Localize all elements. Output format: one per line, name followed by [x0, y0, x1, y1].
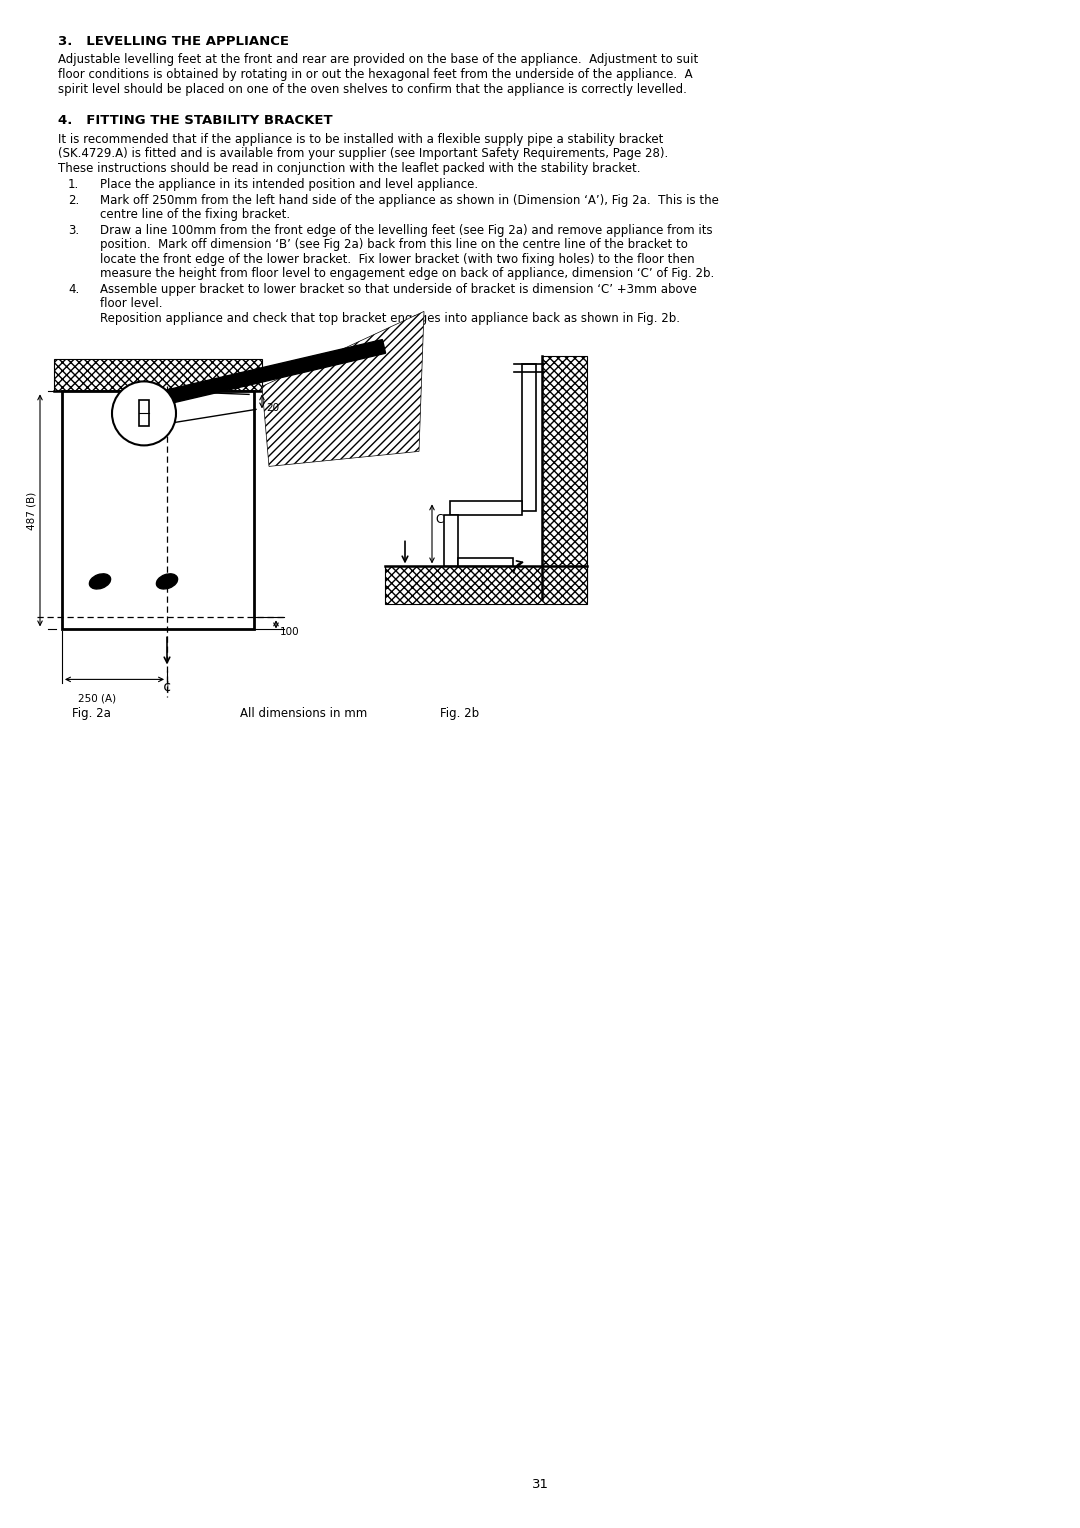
- Text: floor level.: floor level.: [100, 298, 162, 310]
- Text: These instructions should be read in conjunction with the leaflet packed with th: These instructions should be read in con…: [58, 162, 640, 174]
- Polygon shape: [156, 339, 386, 406]
- Text: 1.: 1.: [68, 179, 79, 191]
- Text: 20: 20: [266, 403, 279, 414]
- Text: 4.   FITTING THE STABILITY BRACKET: 4. FITTING THE STABILITY BRACKET: [58, 115, 333, 127]
- Text: Fig. 2a: Fig. 2a: [72, 707, 111, 720]
- Text: (SK.4729.A) is fitted and is available from your supplier (see Important Safety : (SK.4729.A) is fitted and is available f…: [58, 147, 669, 160]
- Bar: [444, 515, 458, 567]
- Text: 4.: 4.: [68, 283, 79, 296]
- Bar: [62, 391, 254, 630]
- Bar: [384, 567, 588, 605]
- Polygon shape: [262, 312, 424, 466]
- Circle shape: [112, 382, 176, 445]
- Text: locate the front edge of the lower bracket.  Fix lower bracket (with two fixing : locate the front edge of the lower brack…: [100, 254, 694, 266]
- Ellipse shape: [157, 575, 177, 588]
- Text: 3.: 3.: [68, 225, 79, 237]
- Bar: [522, 364, 536, 512]
- Ellipse shape: [90, 575, 110, 588]
- Text: position.  Mark off dimension ‘B’ (see Fig 2a) back from this line on the centre: position. Mark off dimension ‘B’ (see Fi…: [100, 238, 688, 252]
- Text: All dimensions in mm: All dimensions in mm: [240, 707, 367, 720]
- Bar: [54, 359, 262, 391]
- Text: 3.   LEVELLING THE APPLIANCE: 3. LEVELLING THE APPLIANCE: [58, 35, 289, 47]
- Text: 487 (B): 487 (B): [27, 492, 37, 530]
- Text: 100: 100: [280, 628, 299, 637]
- Bar: [450, 501, 522, 515]
- Text: centre line of the fixing bracket.: centre line of the fixing bracket.: [100, 208, 291, 222]
- Text: measure the height from floor level to engagement edge on back of appliance, dim: measure the height from floor level to e…: [100, 267, 714, 281]
- Text: 250 (A): 250 (A): [78, 694, 117, 703]
- Text: Draw a line 100mm from the front edge of the levelling feet (see Fig 2a) and rem: Draw a line 100mm from the front edge of…: [100, 225, 713, 237]
- Text: floor conditions is obtained by rotating in or out the hexagonal feet from the u: floor conditions is obtained by rotating…: [58, 69, 692, 81]
- Bar: [458, 558, 513, 567]
- Text: 2.: 2.: [68, 194, 79, 206]
- Text: C: C: [435, 513, 443, 527]
- Text: 31: 31: [531, 1478, 549, 1491]
- Text: ¢: ¢: [163, 681, 172, 695]
- Text: Place the appliance in its intended position and level appliance.: Place the appliance in its intended posi…: [100, 179, 478, 191]
- Text: Fig. 2b: Fig. 2b: [440, 707, 480, 720]
- Text: Mark off 250mm from the left hand side of the appliance as shown in (Dimension ‘: Mark off 250mm from the left hand side o…: [100, 194, 719, 206]
- Text: It is recommended that if the appliance is to be installed with a flexible suppl: It is recommended that if the appliance …: [58, 133, 663, 145]
- Bar: [139, 400, 149, 426]
- Text: Assemble upper bracket to lower bracket so that underside of bracket is dimensio: Assemble upper bracket to lower bracket …: [100, 283, 697, 296]
- Bar: [542, 356, 588, 599]
- Text: Reposition appliance and check that top bracket engages into appliance back as s: Reposition appliance and check that top …: [100, 312, 680, 325]
- Text: Adjustable levelling feet at the front and rear are provided on the base of the : Adjustable levelling feet at the front a…: [58, 53, 699, 67]
- Text: spirit level should be placed on one of the oven shelves to confirm that the app: spirit level should be placed on one of …: [58, 83, 687, 95]
